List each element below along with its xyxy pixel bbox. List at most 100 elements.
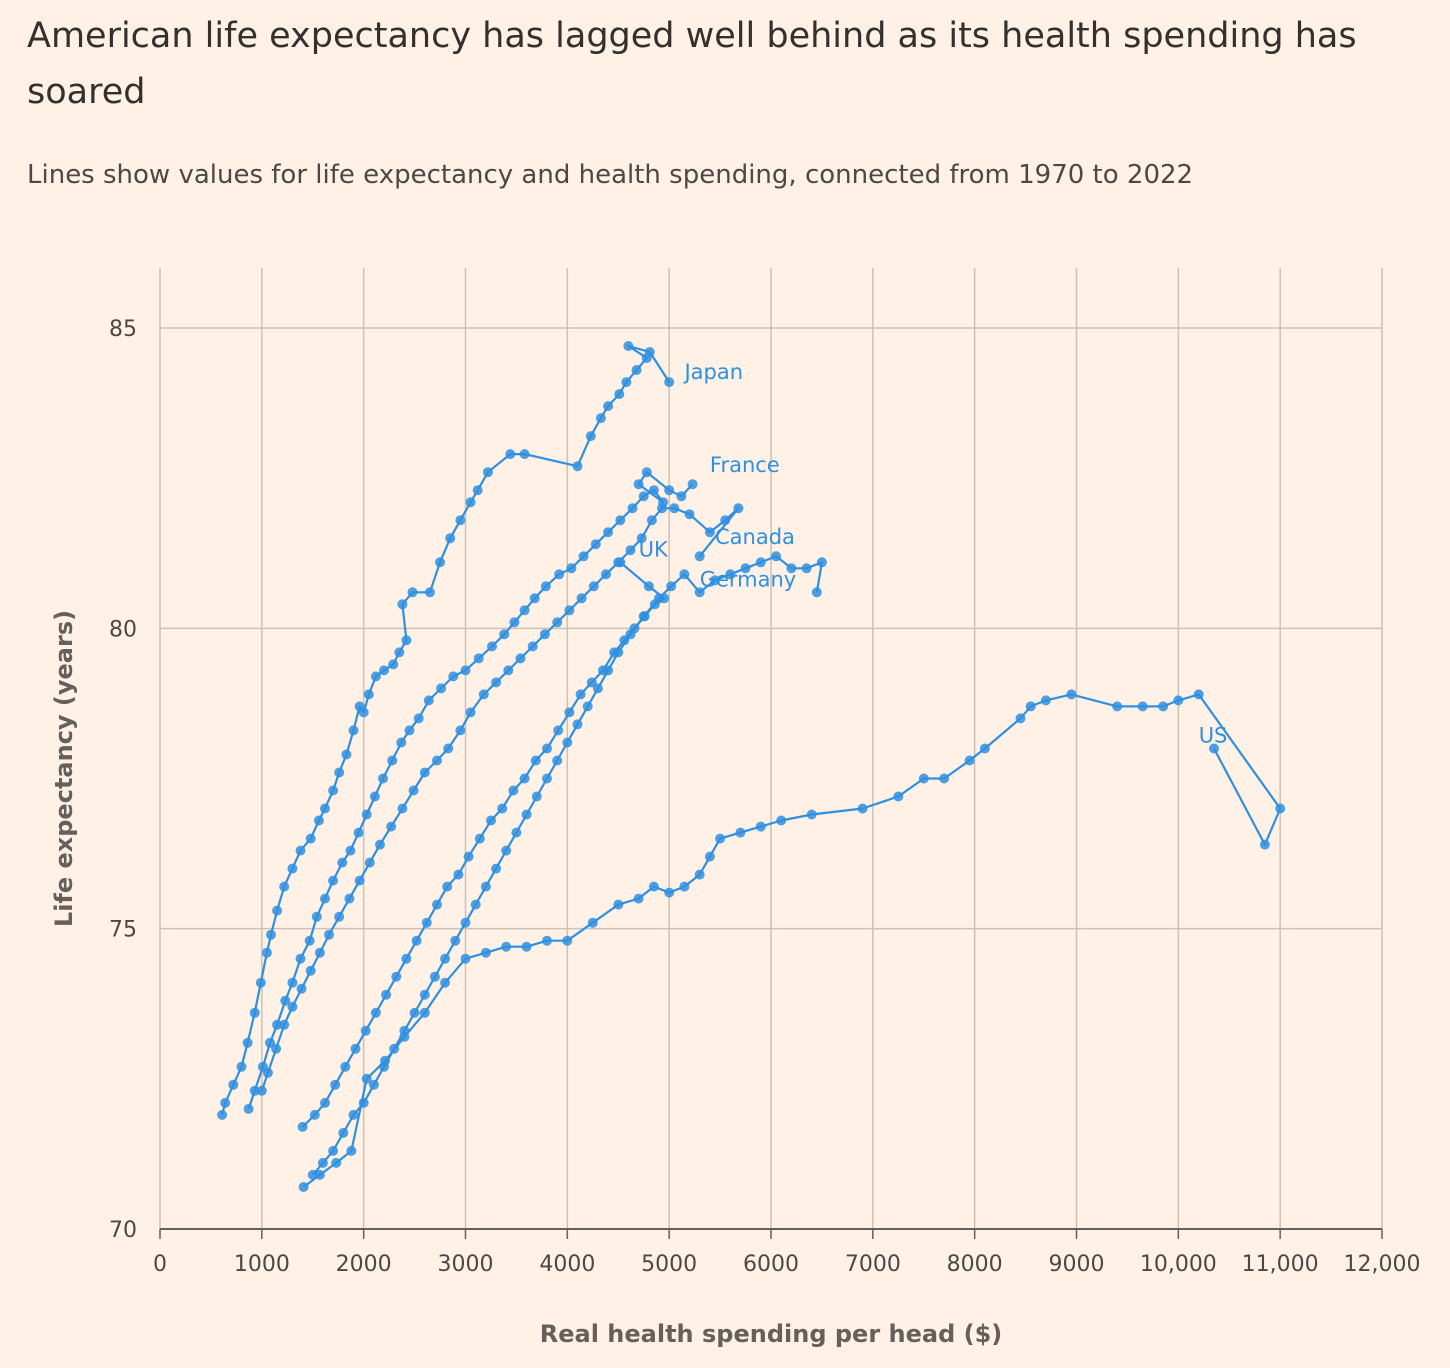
data-point-japan xyxy=(261,947,272,958)
data-point-germany xyxy=(816,557,827,568)
data-point-uk xyxy=(401,953,412,964)
data-point-us xyxy=(964,755,975,766)
data-point-uk xyxy=(411,935,422,946)
data-point-france xyxy=(664,485,675,496)
data-point-uk xyxy=(497,803,508,814)
data-point-japan xyxy=(255,977,266,988)
data-point-uk xyxy=(381,989,392,1000)
data-point-us xyxy=(735,827,746,838)
data-point-canada xyxy=(432,755,442,766)
data-point-canada xyxy=(354,875,365,886)
data-point-uk xyxy=(474,833,485,844)
x-tick-label: 7000 xyxy=(845,1252,901,1277)
data-point-us xyxy=(857,803,868,814)
grid-lines xyxy=(159,268,1383,1230)
data-point-france xyxy=(590,539,601,550)
data-point-japan xyxy=(472,485,483,496)
data-point-us xyxy=(633,893,644,904)
data-point-us xyxy=(1040,695,1051,706)
data-point-canada xyxy=(386,821,397,832)
data-point-canada xyxy=(564,605,575,616)
data-point-germany xyxy=(460,917,471,928)
y-tick-label: 85 xyxy=(109,317,137,342)
data-point-germany xyxy=(771,551,782,562)
y-tick-label: 80 xyxy=(109,617,137,642)
x-tick-label: 8000 xyxy=(947,1252,1003,1277)
data-point-canada xyxy=(397,803,408,814)
data-point-france xyxy=(638,491,649,502)
data-point-uk xyxy=(530,755,541,766)
data-point-japan xyxy=(236,1061,247,1072)
data-point-japan xyxy=(455,515,466,526)
data-point-france xyxy=(499,629,510,640)
data-point-france xyxy=(404,725,415,736)
data-point-japan xyxy=(266,929,276,940)
data-point-germany xyxy=(654,593,664,604)
data-point-germany xyxy=(552,755,563,766)
data-point-uk xyxy=(463,851,474,862)
data-point-germany xyxy=(368,1079,379,1090)
data-point-france xyxy=(554,569,565,580)
data-point-uk xyxy=(320,1097,330,1108)
series-line-us xyxy=(302,693,1282,1188)
data-point-japan xyxy=(407,587,418,598)
data-point-france xyxy=(369,791,380,802)
data-point-canada xyxy=(334,911,345,922)
data-point-germany xyxy=(811,587,822,598)
data-point-uk xyxy=(586,677,597,688)
data-point-japan xyxy=(220,1097,231,1108)
data-point-japan xyxy=(614,389,625,400)
data-point-canada xyxy=(455,725,466,736)
data-point-canada xyxy=(646,515,657,526)
data-point-canada xyxy=(636,533,647,544)
data-point-canada xyxy=(408,785,419,796)
data-point-japan xyxy=(397,599,408,610)
y-axis-title: Life expectancy (years) xyxy=(50,610,78,927)
data-point-germany xyxy=(521,809,532,820)
data-point-germany xyxy=(710,575,720,586)
series-label-france: France xyxy=(710,453,780,477)
data-point-france xyxy=(396,737,407,748)
series-japan xyxy=(217,341,675,1120)
data-point-canada xyxy=(625,545,636,556)
x-tick-label: 9000 xyxy=(1049,1252,1105,1277)
data-point-us xyxy=(939,773,950,784)
data-point-france xyxy=(272,1019,283,1030)
data-point-japan xyxy=(295,845,306,856)
data-point-us xyxy=(1209,743,1219,754)
data-point-japan xyxy=(401,635,412,646)
x-tick-label: 3000 xyxy=(438,1252,494,1277)
x-tick-label: 2000 xyxy=(336,1252,392,1277)
data-point-uk xyxy=(391,971,402,982)
data-point-canada xyxy=(271,1043,282,1054)
series-group xyxy=(217,341,1286,1192)
data-point-france xyxy=(627,503,638,514)
data-point-japan xyxy=(370,671,381,682)
data-point-france xyxy=(473,653,484,664)
data-point-japan xyxy=(585,431,596,442)
data-point-france xyxy=(423,695,434,706)
data-point-canada xyxy=(720,515,731,526)
data-point-canada xyxy=(527,641,538,652)
data-point-us xyxy=(1066,689,1077,700)
data-point-france xyxy=(633,479,644,490)
data-point-us xyxy=(346,1145,357,1156)
data-point-japan xyxy=(424,587,435,598)
data-point-us xyxy=(664,887,675,898)
data-point-us xyxy=(1137,701,1148,712)
data-point-japan xyxy=(572,461,583,472)
data-point-japan xyxy=(465,497,476,508)
data-point-us xyxy=(1193,689,1204,700)
data-point-france xyxy=(566,563,577,574)
data-point-germany xyxy=(613,647,624,658)
data-point-us xyxy=(399,1031,410,1042)
data-point-germany xyxy=(440,953,451,964)
data-point-france xyxy=(519,605,530,616)
data-point-japan xyxy=(334,767,345,778)
data-point-uk xyxy=(360,1025,371,1036)
series-label-germany: Germany xyxy=(700,567,797,591)
data-point-germany xyxy=(582,701,593,712)
data-point-france xyxy=(676,491,687,502)
data-point-japan xyxy=(249,1007,260,1018)
data-point-canada xyxy=(491,677,502,688)
